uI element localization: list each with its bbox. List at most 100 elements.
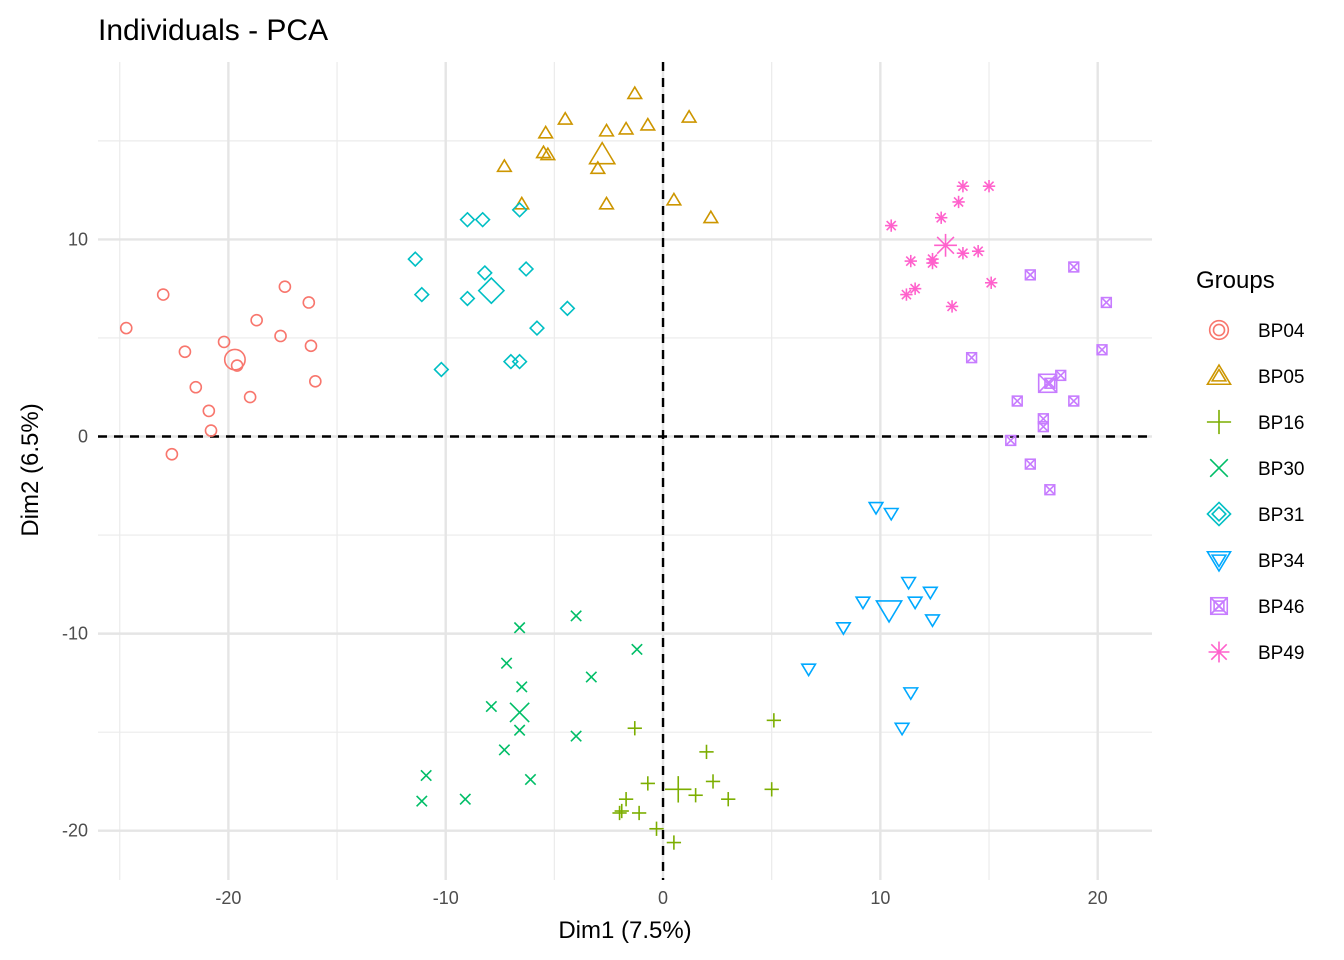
series-bp46 <box>965 261 1113 496</box>
legend-key-bp04-outer <box>1208 319 1230 341</box>
x-tick-label: -10 <box>433 888 459 908</box>
legend-key-bp31-outer <box>1206 501 1232 527</box>
data-point <box>511 201 528 218</box>
group-centroid <box>509 702 530 723</box>
data-point <box>900 576 917 591</box>
data-point <box>474 211 491 228</box>
y-tick-label: 10 <box>68 229 88 249</box>
legend-key-bp31 <box>1206 501 1232 527</box>
data-point <box>278 280 292 294</box>
group-centroid <box>665 776 692 803</box>
series-bp04 <box>119 280 322 461</box>
data-point <box>165 447 179 461</box>
legend-key-bp30-outer <box>1209 458 1229 478</box>
data-point <box>922 586 939 601</box>
series-bp05 <box>496 85 720 224</box>
data-point <box>570 730 582 742</box>
group-centroid <box>477 276 506 305</box>
legend-key-bp34-outer <box>1206 550 1232 573</box>
data-point <box>885 219 898 232</box>
data-point <box>420 769 432 782</box>
legend-key-bp46 <box>1209 596 1229 616</box>
data-point <box>666 835 682 850</box>
y-tick-label: -10 <box>62 624 88 644</box>
legend-title: Groups <box>1196 267 1275 294</box>
data-point <box>867 501 885 516</box>
data-point <box>304 339 318 353</box>
group-centroid <box>875 600 904 624</box>
data-point <box>882 507 900 522</box>
legend-key-bp05 <box>1206 363 1232 386</box>
data-point <box>627 721 642 736</box>
data-point <box>1037 420 1050 433</box>
data-point <box>302 296 316 309</box>
y-tick-label: 0 <box>78 427 88 447</box>
data-point <box>721 792 736 807</box>
legend-label: BP34 <box>1258 551 1305 572</box>
data-point <box>982 180 996 193</box>
data-point <box>956 247 970 260</box>
data-point <box>1024 458 1036 470</box>
data-point <box>511 353 528 370</box>
legend-label: BP49 <box>1258 643 1304 664</box>
data-point <box>971 245 985 258</box>
data-point <box>459 211 476 228</box>
data-point <box>498 744 511 756</box>
data-point <box>585 671 598 683</box>
data-point <box>893 722 911 737</box>
series-bp31 <box>407 201 576 378</box>
data-point <box>178 345 192 359</box>
reference-lines <box>98 62 1152 880</box>
data-point <box>926 256 939 270</box>
data-point <box>1068 261 1080 273</box>
legend-key-bp16 <box>1206 409 1232 435</box>
data-point <box>529 320 545 337</box>
data-point <box>1100 296 1113 309</box>
data-point <box>985 276 998 289</box>
data-point <box>189 380 203 394</box>
data-point <box>598 195 615 210</box>
data-point <box>699 744 714 760</box>
data-point <box>835 622 852 636</box>
legend-key-bp04-inner <box>1212 323 1226 337</box>
data-point <box>274 329 287 343</box>
legend-key-bp34-inner <box>1210 554 1228 569</box>
legend-key-bp31-inner <box>1211 506 1227 522</box>
data-point <box>766 713 782 728</box>
legend-key-bp34 <box>1206 550 1232 573</box>
legend-key-bp04 <box>1208 319 1230 341</box>
data-point <box>854 596 872 611</box>
data-point <box>1044 484 1056 496</box>
data-point <box>1096 344 1108 356</box>
data-point <box>800 663 817 678</box>
data-point <box>156 288 170 301</box>
legend-label: BP31 <box>1258 505 1304 526</box>
data-point <box>559 300 576 317</box>
data-point <box>539 146 557 161</box>
data-point <box>496 158 513 173</box>
data-point <box>476 264 493 281</box>
data-point <box>680 109 698 123</box>
legend-key-bp30 <box>1209 458 1229 478</box>
legend-label: BP05 <box>1258 367 1304 388</box>
data-point <box>513 195 531 210</box>
data-point <box>614 803 629 819</box>
data-point <box>485 700 498 713</box>
x-tick-label: 0 <box>658 888 668 908</box>
data-point <box>956 180 970 193</box>
series-bp16 <box>612 713 782 850</box>
data-point <box>589 160 607 175</box>
data-point <box>537 124 554 139</box>
data-point <box>640 776 655 791</box>
legend: Groups BP04 BP05 BP16 BP30 BP31 BP34 BP46 BP49 <box>1196 267 1305 664</box>
data-point <box>502 353 519 370</box>
data-point <box>906 596 924 611</box>
data-point <box>516 681 528 693</box>
data-point <box>1011 395 1023 407</box>
legend-key-bp46-inner <box>1213 600 1225 612</box>
legend-label: BP16 <box>1258 413 1304 434</box>
legend-label: BP30 <box>1258 459 1304 480</box>
data-point <box>952 195 965 209</box>
